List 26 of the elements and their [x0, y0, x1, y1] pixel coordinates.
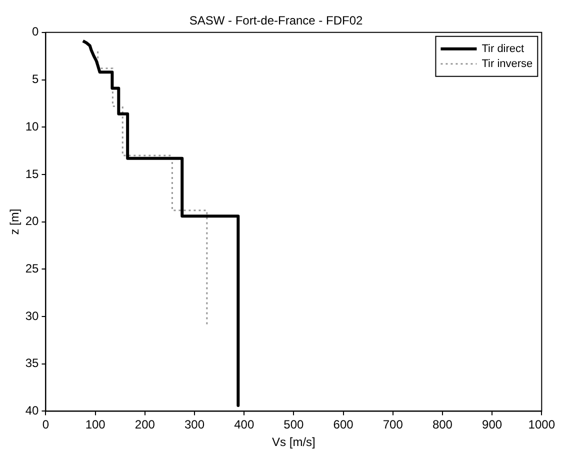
line-series	[97, 50, 208, 327]
legend-label: Tir direct	[482, 42, 524, 55]
chart-title: SASW - Fort-de-France - FDF02	[189, 14, 363, 28]
y-tick-label: 5	[32, 72, 40, 86]
legend-label: Tir inverse	[482, 58, 533, 70]
x-tick-label: 100	[85, 418, 106, 432]
x-tick-label: 700	[382, 418, 404, 432]
x-tick-label: 200	[134, 418, 156, 432]
y-tick-label: 10	[25, 119, 40, 134]
y-tick-label: 25	[25, 261, 40, 276]
y-tick-label: 15	[25, 166, 40, 181]
x-tick-label: 1000	[528, 418, 556, 432]
y-tick-label: 0	[32, 24, 40, 39]
x-tick-label: 0	[42, 418, 50, 432]
x-tick-label: 300	[184, 418, 205, 432]
y-tick-label: 20	[25, 214, 40, 228]
y-tick-label: 30	[25, 308, 40, 323]
x-tick-label: 900	[482, 418, 502, 432]
y-tick-label: 40	[25, 404, 40, 418]
x-tick-label: 400	[234, 418, 254, 432]
x-tick-label: 600	[333, 418, 354, 432]
x-axis-title: Vs [m/s]	[272, 435, 316, 450]
y-tick-label: 35	[25, 356, 40, 370]
y-axis-title: z [m]	[8, 208, 22, 235]
x-tick-label: 500	[284, 418, 304, 432]
x-tick-label: 800	[432, 418, 453, 432]
